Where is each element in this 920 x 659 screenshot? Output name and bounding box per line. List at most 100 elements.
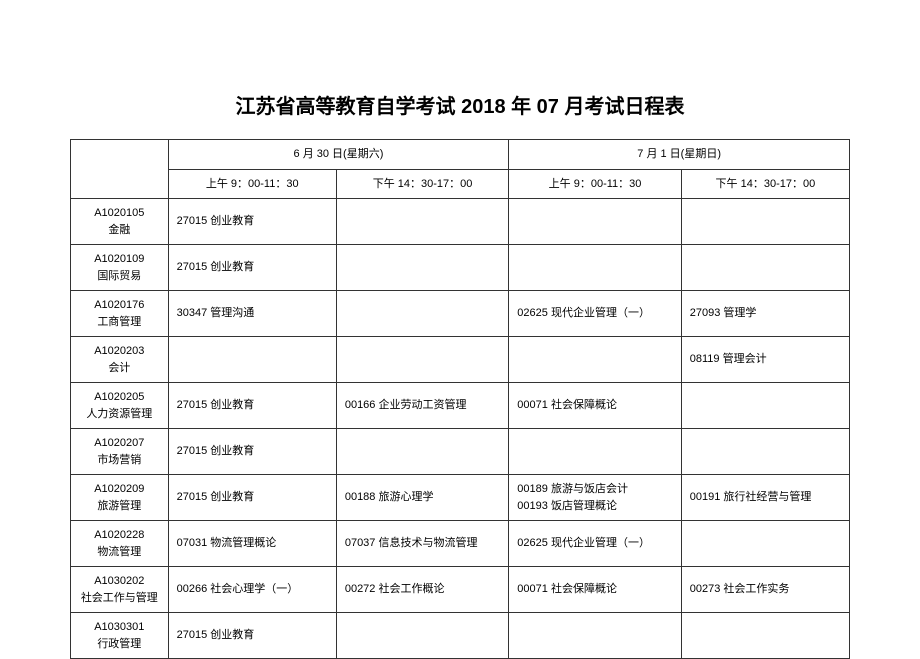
row-header: A1020205人力资源管理 [71,383,169,429]
course-entry: 27093 管理学 [690,305,841,322]
course-entry: 00193 饭店管理概论 [517,498,672,515]
major-code: A1030301 [79,619,160,636]
course-entry: 27015 创业教育 [177,489,328,506]
schedule-cell [509,613,681,659]
course-entry: 27015 创业教育 [177,259,328,276]
page-title: 江苏省高等教育自学考试 2018 年 07 月考试日程表 [70,90,850,119]
schedule-cell: 08119 管理会计 [681,337,849,383]
table-row: A1020209旅游管理 27015 创业教育 00188 旅游心理学 00189 旅… [71,475,850,521]
course-entry: 07037 信息技术与物流管理 [345,535,500,552]
course-entry: 27015 创业教育 [177,443,328,460]
schedule-cell: 07037 信息技术与物流管理 [336,521,508,567]
schedule-cell [336,613,508,659]
course-entry: 27015 创业教育 [177,627,328,644]
schedule-cell [336,429,508,475]
major-name: 物流管理 [79,544,160,561]
schedule-table: 6 月 30 日(星期六) 7 月 1 日(星期日) 上午 9：00-11：30… [70,139,850,659]
day-header-1: 6 月 30 日(星期六) [168,140,509,170]
course-entry: 00266 社会心理学（一） [177,581,328,598]
schedule-cell [509,429,681,475]
schedule-cell: 07031 物流管理概论 [168,521,336,567]
schedule-cell: 27015 创业教育 [168,475,336,521]
schedule-cell [336,199,508,245]
major-name: 市场营销 [79,452,160,469]
schedule-cell: 00266 社会心理学（一） [168,567,336,613]
schedule-cell: 27093 管理学 [681,291,849,337]
course-entry: 00188 旅游心理学 [345,489,500,506]
major-code: A1020105 [79,205,160,222]
course-entry: 27015 创业教育 [177,397,328,414]
major-code: A1020109 [79,251,160,268]
course-entry: 08119 管理会计 [690,351,841,368]
major-name: 会计 [79,360,160,377]
table-row: A1030202社会工作与管理 00266 社会心理学（一） 00272 社会工作概… [71,567,850,613]
major-code: A1020207 [79,435,160,452]
schedule-cell: 00273 社会工作实务 [681,567,849,613]
row-header: A1020176工商管理 [71,291,169,337]
row-header: A1020209旅游管理 [71,475,169,521]
row-header: A1030202社会工作与管理 [71,567,169,613]
course-entry: 02625 现代企业管理（一） [517,305,672,322]
course-entry: 00071 社会保障概论 [517,397,672,414]
major-name: 人力资源管理 [79,406,160,423]
course-entry: 00166 企业劳动工资管理 [345,397,500,414]
slot-header-4: 下午 14：30-17：00 [681,169,849,199]
table-row: A1020205人力资源管理 27015 创业教育 00166 企业劳动工资管理 00… [71,383,850,429]
schedule-cell: 27015 创业教育 [168,199,336,245]
course-entry: 00071 社会保障概论 [517,581,672,598]
schedule-cell: 30347 管理沟通 [168,291,336,337]
schedule-cell [681,199,849,245]
schedule-cell [681,245,849,291]
schedule-cell: 27015 创业教育 [168,429,336,475]
table-row: A1020109国际贸易 27015 创业教育 [71,245,850,291]
schedule-cell: 00166 企业劳动工资管理 [336,383,508,429]
row-header: A1020228物流管理 [71,521,169,567]
schedule-cell [336,337,508,383]
schedule-cell [509,199,681,245]
schedule-cell: 27015 创业教育 [168,383,336,429]
row-header: A1020109国际贸易 [71,245,169,291]
schedule-cell [168,337,336,383]
schedule-cell: 27015 创业教育 [168,245,336,291]
major-name: 工商管理 [79,314,160,331]
schedule-cell [336,291,508,337]
row-header: A1020203会计 [71,337,169,383]
major-code: A1020176 [79,297,160,314]
schedule-cell [681,613,849,659]
major-code: A1030202 [79,573,160,590]
course-entry: 27015 创业教育 [177,213,328,230]
major-name: 旅游管理 [79,498,160,515]
major-name: 行政管理 [79,636,160,653]
course-entry: 00273 社会工作实务 [690,581,841,598]
schedule-cell [509,337,681,383]
row-header: A1020207市场营销 [71,429,169,475]
major-code: A1020205 [79,389,160,406]
row-header: A1020105金融 [71,199,169,245]
header-blank [71,140,169,199]
course-entry: 00191 旅行社经营与管理 [690,489,841,506]
slot-header-2: 下午 14：30-17：00 [336,169,508,199]
slot-header-3: 上午 9：00-11：30 [509,169,681,199]
major-name: 国际贸易 [79,268,160,285]
course-entry: 00189 旅游与饭店会计 [517,481,672,498]
course-entry: 00272 社会工作概论 [345,581,500,598]
row-header: A1030301行政管理 [71,613,169,659]
table-row: A1020105金融 27015 创业教育 [71,199,850,245]
major-code: A1020203 [79,343,160,360]
schedule-cell [509,245,681,291]
day-header-2: 7 月 1 日(星期日) [509,140,850,170]
course-entry: 30347 管理沟通 [177,305,328,322]
schedule-cell: 02625 现代企业管理（一） [509,291,681,337]
table-row: A1020203会计 08119 管理会计 [71,337,850,383]
table-row: A1020228物流管理07031 物流管理概论 07037 信息技术与物流管理 0… [71,521,850,567]
schedule-cell: 00189 旅游与饭店会计00193 饭店管理概论 [509,475,681,521]
major-name: 金融 [79,222,160,239]
schedule-cell: 02625 现代企业管理（一） [509,521,681,567]
schedule-cell: 00071 社会保障概论 [509,567,681,613]
major-name: 社会工作与管理 [79,590,160,607]
table-row: A1030301行政管理 27015 创业教育 [71,613,850,659]
schedule-cell: 00071 社会保障概论 [509,383,681,429]
schedule-cell [681,383,849,429]
schedule-cell [681,521,849,567]
course-entry: 02625 现代企业管理（一） [517,535,672,552]
